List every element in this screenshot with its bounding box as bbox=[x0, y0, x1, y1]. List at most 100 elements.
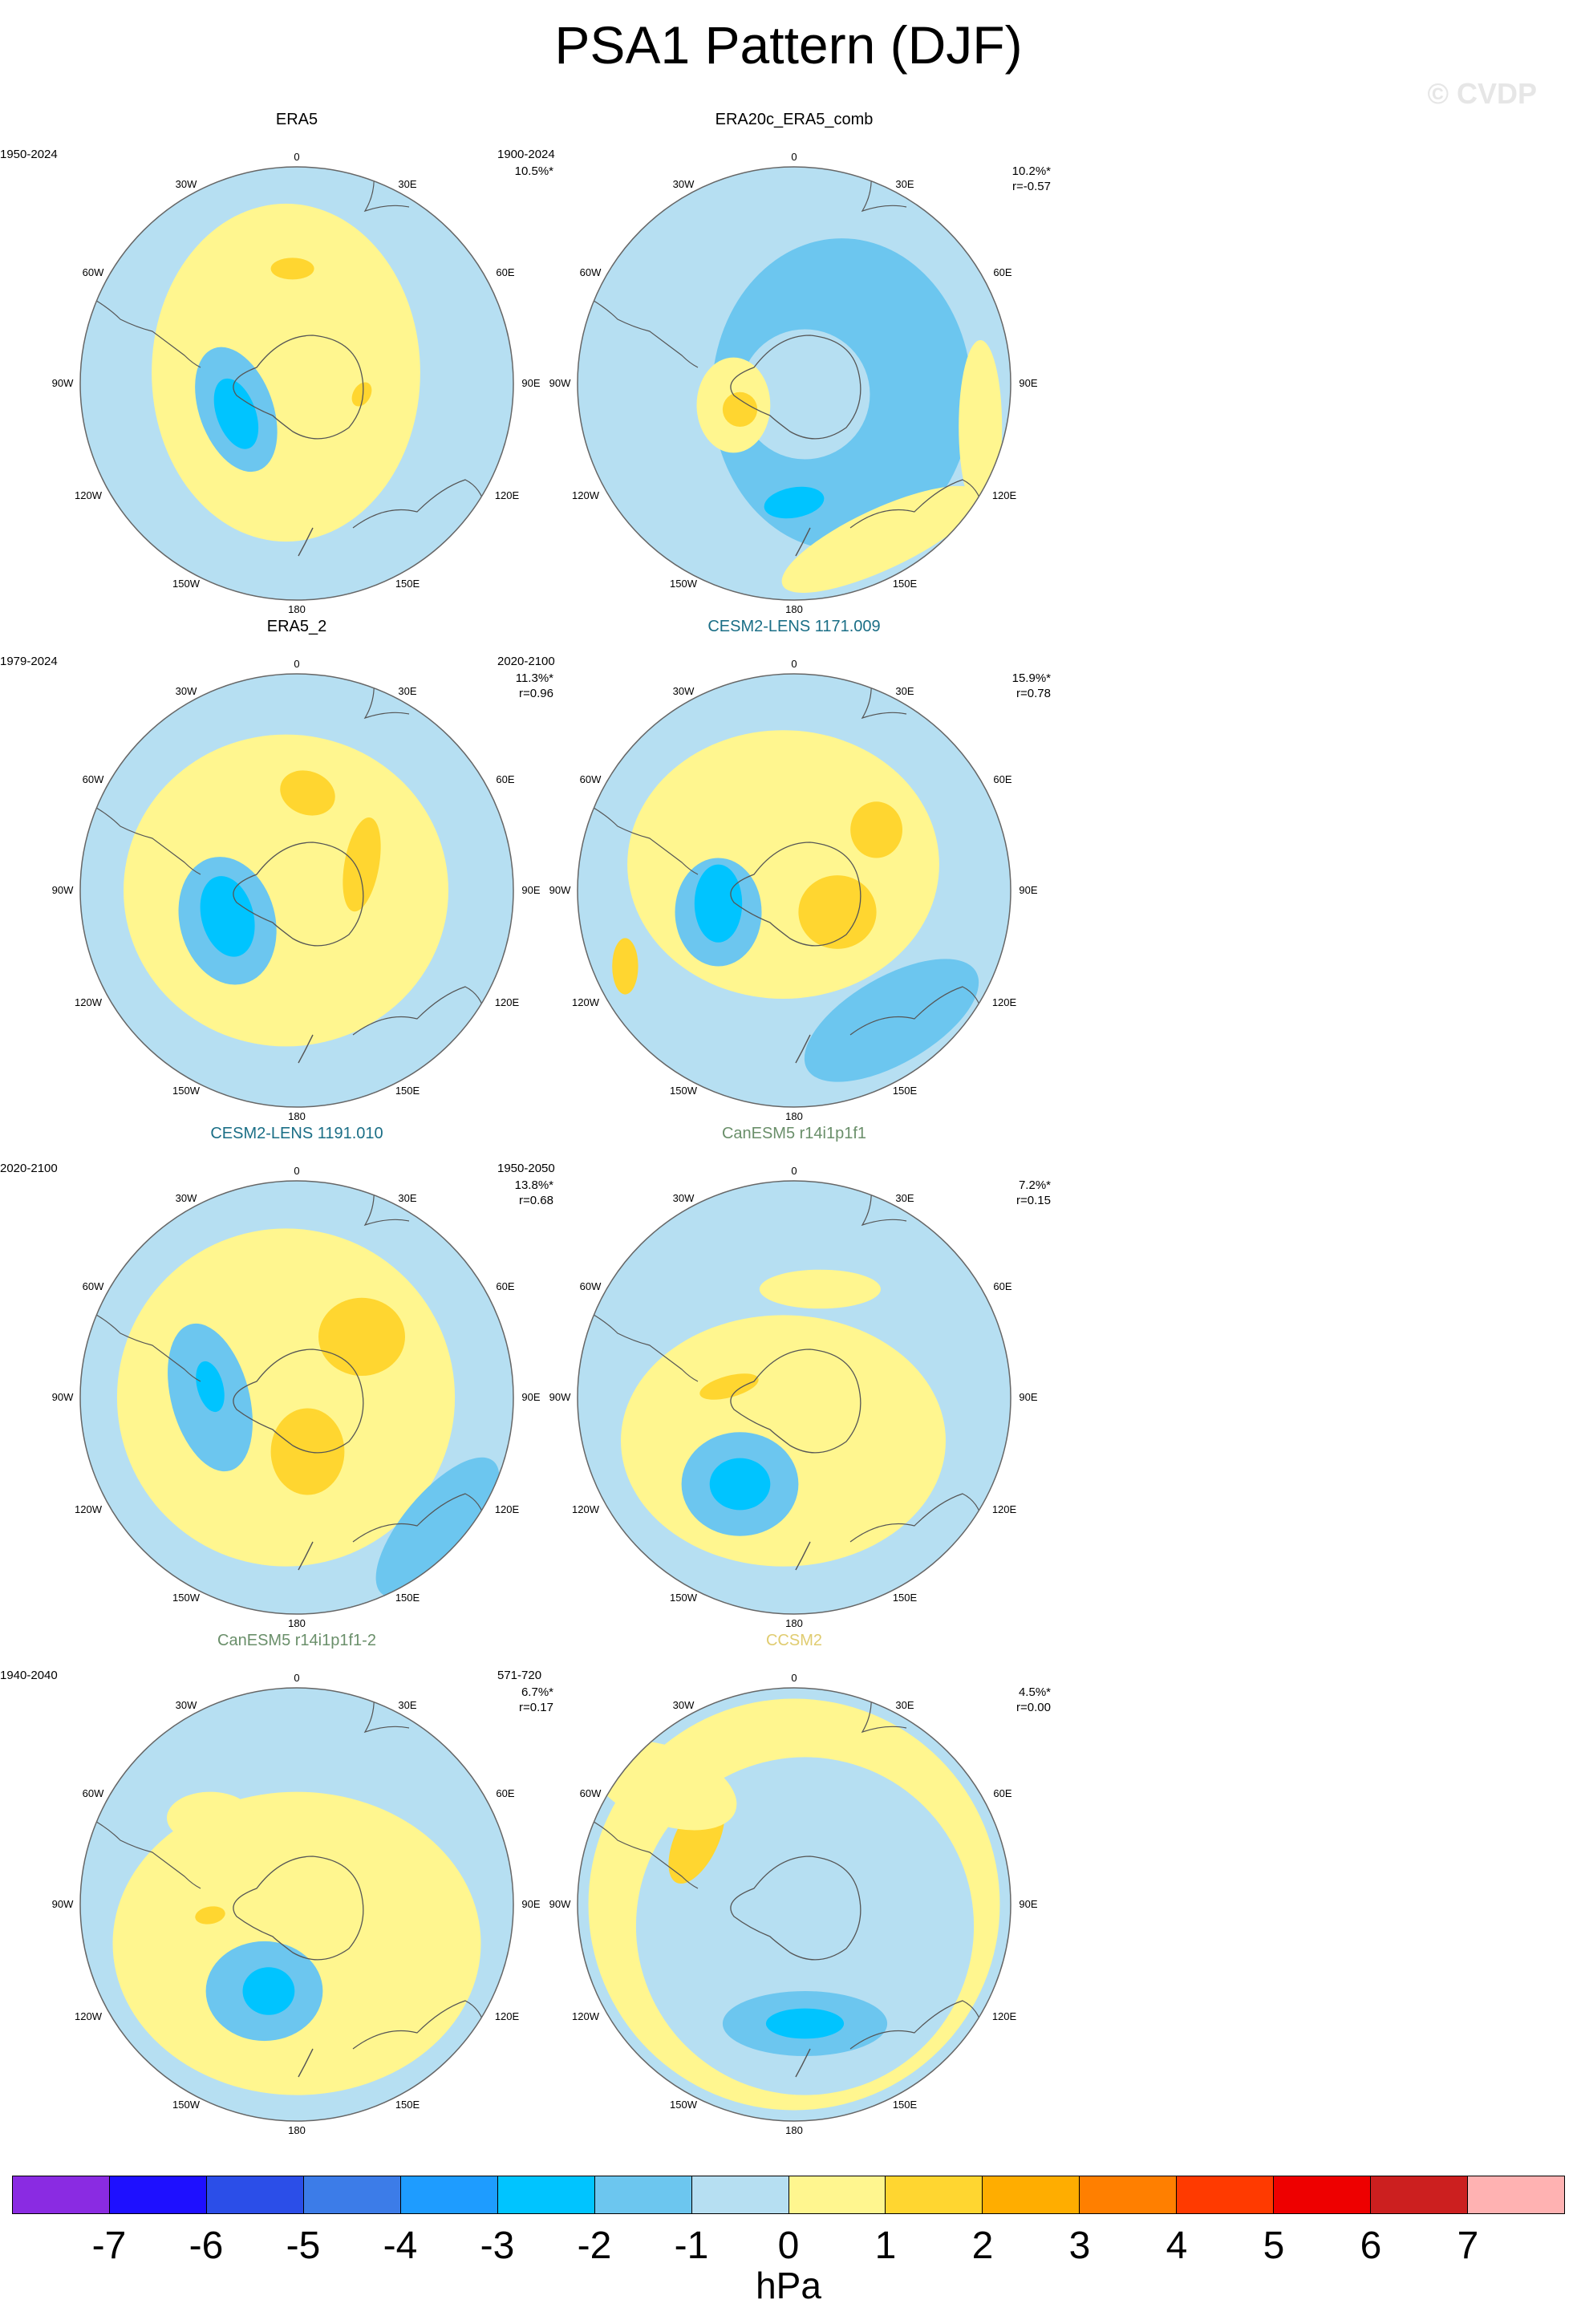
longitude-label-n: 0 bbox=[791, 151, 797, 163]
new-zealand-coastline bbox=[298, 1541, 314, 1571]
colorbar-tick-label: 0 bbox=[777, 2225, 800, 2267]
map-boundary bbox=[577, 166, 1011, 601]
longitude-label-e: 90E bbox=[521, 377, 541, 389]
contour-region bbox=[759, 1269, 881, 1309]
map-boundary bbox=[577, 1687, 1011, 2122]
panel-period: 1950-2024 bbox=[0, 148, 58, 161]
colorbar-swatch bbox=[1080, 2176, 1178, 2213]
map-boundary bbox=[79, 673, 514, 1108]
new-zealand-coastline bbox=[298, 2048, 314, 2078]
longitude-label-w: 90W bbox=[549, 1898, 571, 1910]
longitude-label-nw: 30W bbox=[175, 178, 197, 190]
polar-stereographic-map bbox=[79, 1180, 514, 1615]
longitude-label-n: 0 bbox=[791, 1672, 797, 1684]
longitude-label-wsw: 120W bbox=[75, 1503, 102, 1515]
longitude-label-n: 0 bbox=[294, 1672, 300, 1684]
contour-region bbox=[740, 329, 870, 460]
new-zealand-coastline bbox=[298, 527, 314, 557]
contour-region bbox=[635, 1757, 975, 2095]
longitude-label-ese: 120E bbox=[991, 2010, 1017, 2022]
longitude-label-n: 0 bbox=[791, 1165, 797, 1177]
colorbar-tick-labels: -7 -6 -5 -4 -3 -2 -1 0 1 2 3 4 5 6 7 bbox=[0, 2224, 1577, 2272]
panel-variance-stats: 15.9%* r=0.78 bbox=[1012, 671, 1051, 701]
contour-region bbox=[694, 864, 743, 943]
longitude-label-nw: 30W bbox=[672, 178, 695, 190]
colorbar-units: hPa bbox=[756, 2265, 821, 2306]
longitude-label-sw: 150W bbox=[172, 578, 200, 590]
contour-region bbox=[375, 1457, 500, 1598]
longitude-label-ese: 120E bbox=[494, 996, 520, 1008]
colorbar-swatch bbox=[594, 2176, 692, 2213]
longitude-label-s: 180 bbox=[785, 2124, 803, 2136]
longitude-label-ene: 60E bbox=[496, 1280, 515, 1292]
longitude-label-s: 180 bbox=[288, 2124, 306, 2136]
longitude-label-wnw: 60W bbox=[579, 773, 602, 785]
panel-title: CESM2-LENS 1171.009 bbox=[707, 618, 881, 635]
panel-period: 1940-2040 bbox=[0, 1669, 58, 1682]
colorbar-swatch bbox=[206, 2176, 304, 2213]
longitude-label-sw: 150W bbox=[670, 2099, 697, 2111]
longitude-label-ese: 120E bbox=[494, 489, 520, 501]
longitude-label-w: 90W bbox=[51, 377, 74, 389]
colorbar-tick-label: 7 bbox=[1457, 2225, 1479, 2267]
longitude-label-ese: 120E bbox=[991, 996, 1017, 1008]
longitude-label-wsw: 120W bbox=[75, 2010, 102, 2022]
longitude-label-s: 180 bbox=[785, 1617, 803, 1629]
australia-coastline bbox=[849, 986, 983, 1036]
colorbar-swatch bbox=[497, 2176, 595, 2213]
polar-stereographic-map bbox=[79, 166, 514, 601]
contour-region bbox=[798, 875, 877, 949]
colorbar-tick-label: -3 bbox=[480, 2225, 515, 2267]
new-zealand-coastline bbox=[795, 527, 811, 557]
colorbar-swatch bbox=[303, 2176, 401, 2213]
contour-region bbox=[112, 1791, 481, 2095]
map-boundary bbox=[79, 1687, 514, 2122]
map-boundary bbox=[79, 166, 514, 601]
panel-variance-stats: 6.7%* r=0.17 bbox=[519, 1685, 553, 1715]
explained-variance: 10.2%* bbox=[1011, 164, 1051, 178]
polar-stereographic-map bbox=[577, 673, 1011, 1108]
panel-variance-stats: 7.2%* r=0.15 bbox=[1016, 1178, 1051, 1208]
longitude-label-n: 0 bbox=[294, 1165, 300, 1177]
longitude-label-ese: 120E bbox=[494, 2010, 520, 2022]
panel-variance-stats: 13.8%* r=0.68 bbox=[515, 1178, 553, 1208]
explained-variance: 11.3%* bbox=[515, 671, 553, 685]
pattern-correlation: r=0.96 bbox=[519, 687, 553, 700]
longitude-label-wsw: 120W bbox=[572, 489, 599, 501]
new-zealand-coastline bbox=[298, 1034, 314, 1064]
polar-stereographic-map bbox=[79, 673, 514, 1108]
longitude-label-wnw: 60W bbox=[579, 1280, 602, 1292]
map-panel: ERA20c_ERA5_comb 1900-2024 10.2%* r=-0.57 0 1… bbox=[465, 111, 1123, 614]
colorbar-swatch bbox=[788, 2176, 886, 2213]
contour-region bbox=[242, 1967, 295, 2015]
antarctica-coastline bbox=[233, 1349, 364, 1454]
longitude-label-e: 90E bbox=[1019, 1391, 1038, 1403]
longitude-label-e: 90E bbox=[1019, 377, 1038, 389]
pattern-correlation: r=0.78 bbox=[1016, 687, 1051, 700]
longitude-label-nw: 30W bbox=[672, 1699, 695, 1711]
longitude-label-w: 90W bbox=[51, 1898, 74, 1910]
longitude-label-wsw: 120W bbox=[75, 489, 102, 501]
longitude-label-sw: 150W bbox=[670, 578, 697, 590]
contour-region bbox=[722, 391, 758, 427]
map-boundary bbox=[577, 673, 1011, 1108]
longitude-label-wnw: 60W bbox=[579, 266, 602, 278]
explained-variance: 4.5%* bbox=[1018, 1685, 1051, 1699]
longitude-label-ese: 120E bbox=[494, 1503, 520, 1515]
map-boundary bbox=[577, 1180, 1011, 1615]
longitude-label-w: 90W bbox=[51, 884, 74, 896]
new-zealand-coastline bbox=[795, 2048, 811, 2078]
panel-title: ERA5 bbox=[275, 111, 318, 128]
contour-region bbox=[167, 1791, 253, 1844]
longitude-label-sw: 150W bbox=[670, 1085, 697, 1097]
antarctica-coastline bbox=[233, 335, 364, 440]
panel-title: ERA5_2 bbox=[266, 618, 327, 635]
antarctica-coastline bbox=[233, 1856, 364, 1961]
longitude-label-ne: 30E bbox=[895, 1192, 914, 1204]
longitude-label-ne: 30E bbox=[895, 1699, 914, 1711]
longitude-label-n: 0 bbox=[294, 151, 300, 163]
longitude-label-wnw: 60W bbox=[579, 1787, 602, 1799]
longitude-label-se: 150E bbox=[395, 1085, 420, 1097]
longitude-label-ne: 30E bbox=[398, 1192, 417, 1204]
antarctica-coastline bbox=[233, 842, 364, 947]
